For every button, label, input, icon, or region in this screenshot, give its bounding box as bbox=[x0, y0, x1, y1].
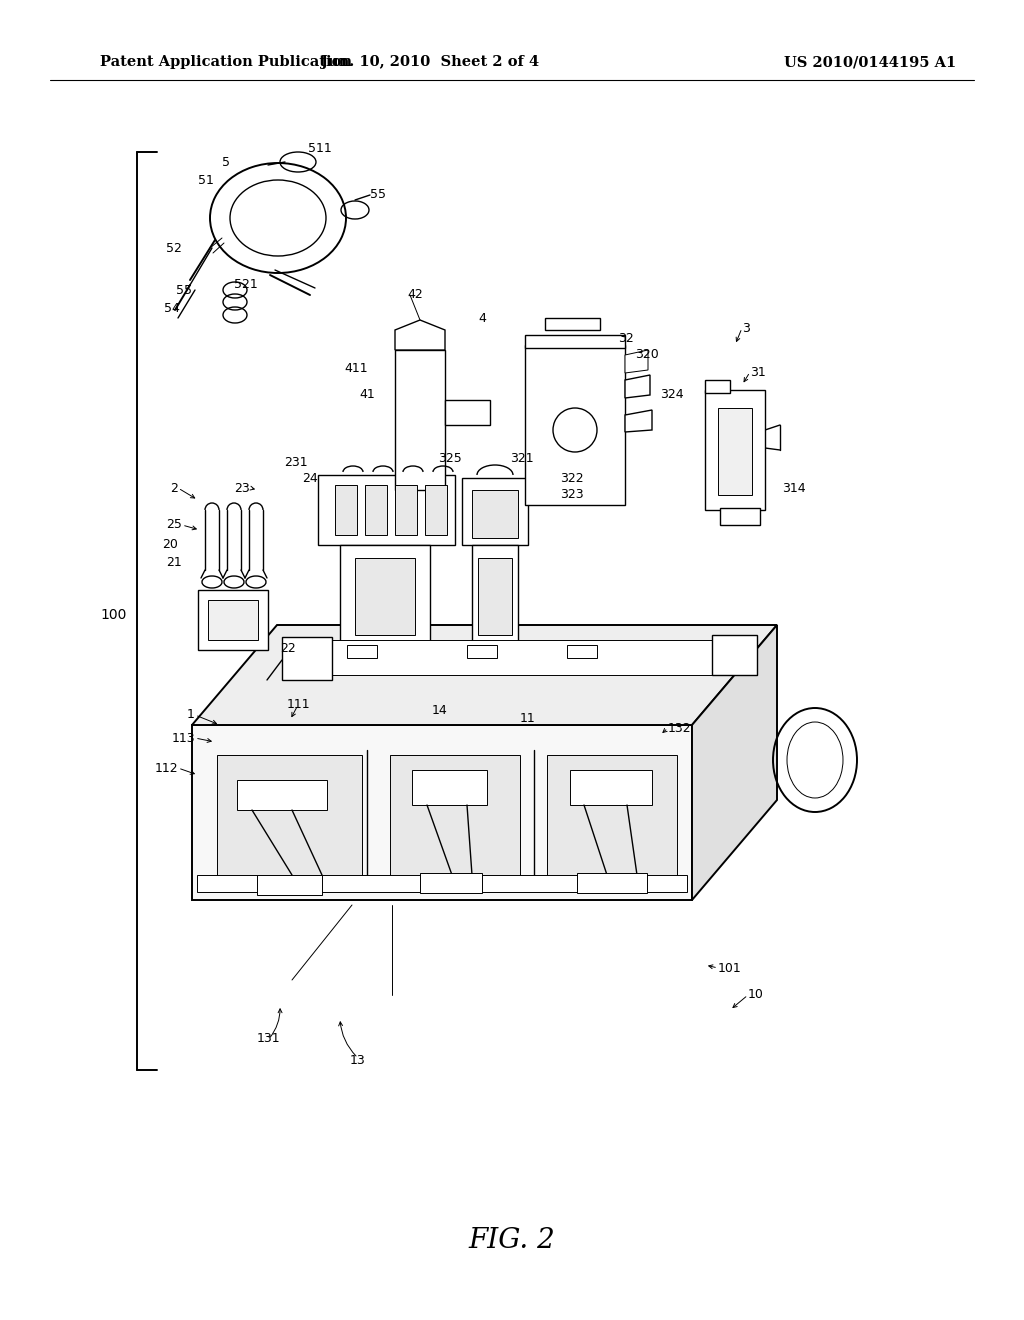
Text: 5: 5 bbox=[222, 156, 230, 169]
Polygon shape bbox=[712, 635, 757, 675]
Text: 21: 21 bbox=[166, 556, 182, 569]
Text: 111: 111 bbox=[286, 698, 310, 711]
Text: 13: 13 bbox=[350, 1053, 366, 1067]
Polygon shape bbox=[198, 590, 268, 649]
Text: 314: 314 bbox=[782, 482, 806, 495]
Text: 321: 321 bbox=[510, 451, 534, 465]
Text: Patent Application Publication: Patent Application Publication bbox=[100, 55, 352, 69]
Text: Jun. 10, 2010  Sheet 2 of 4: Jun. 10, 2010 Sheet 2 of 4 bbox=[321, 55, 539, 69]
Text: 14: 14 bbox=[432, 704, 447, 717]
Text: 55: 55 bbox=[370, 189, 386, 202]
Polygon shape bbox=[577, 873, 647, 894]
Text: 324: 324 bbox=[660, 388, 684, 401]
Text: 112: 112 bbox=[155, 762, 178, 775]
Polygon shape bbox=[355, 558, 415, 635]
Polygon shape bbox=[462, 478, 528, 545]
Text: 10: 10 bbox=[748, 989, 764, 1002]
Polygon shape bbox=[718, 408, 752, 495]
Text: 323: 323 bbox=[560, 488, 584, 502]
Text: 25: 25 bbox=[166, 519, 182, 532]
Polygon shape bbox=[420, 873, 482, 894]
Polygon shape bbox=[478, 558, 512, 635]
Polygon shape bbox=[570, 770, 652, 805]
Text: 131: 131 bbox=[256, 1031, 280, 1044]
Text: 41: 41 bbox=[359, 388, 375, 401]
Text: 100: 100 bbox=[100, 609, 127, 622]
Text: 231: 231 bbox=[285, 455, 308, 469]
Polygon shape bbox=[567, 645, 597, 657]
Text: 511: 511 bbox=[308, 141, 332, 154]
Polygon shape bbox=[425, 484, 447, 535]
Text: US 2010/0144195 A1: US 2010/0144195 A1 bbox=[784, 55, 956, 69]
Polygon shape bbox=[217, 755, 362, 880]
Text: 101: 101 bbox=[718, 961, 741, 974]
Text: FIG. 2: FIG. 2 bbox=[469, 1226, 555, 1254]
Polygon shape bbox=[525, 345, 625, 506]
Polygon shape bbox=[545, 318, 600, 330]
Polygon shape bbox=[193, 624, 777, 725]
Text: 20: 20 bbox=[162, 539, 178, 552]
Text: 3: 3 bbox=[742, 322, 750, 334]
Polygon shape bbox=[625, 375, 650, 399]
Text: 113: 113 bbox=[171, 731, 195, 744]
Polygon shape bbox=[340, 545, 430, 645]
Polygon shape bbox=[395, 319, 445, 350]
Text: 54: 54 bbox=[164, 301, 180, 314]
Text: 31: 31 bbox=[750, 366, 766, 379]
Polygon shape bbox=[318, 475, 455, 545]
Text: 52: 52 bbox=[166, 242, 182, 255]
Text: 11: 11 bbox=[520, 711, 536, 725]
Text: 1: 1 bbox=[187, 709, 195, 722]
Polygon shape bbox=[467, 645, 497, 657]
Polygon shape bbox=[525, 335, 625, 348]
Text: 325: 325 bbox=[438, 451, 462, 465]
Text: 132: 132 bbox=[668, 722, 691, 734]
Text: 4: 4 bbox=[478, 312, 485, 325]
Polygon shape bbox=[705, 389, 765, 510]
Polygon shape bbox=[197, 875, 687, 892]
Text: 32: 32 bbox=[618, 331, 634, 345]
Text: 42: 42 bbox=[408, 289, 423, 301]
Polygon shape bbox=[472, 545, 518, 645]
Polygon shape bbox=[282, 638, 332, 680]
Polygon shape bbox=[257, 875, 322, 895]
Polygon shape bbox=[472, 490, 518, 539]
Polygon shape bbox=[390, 755, 520, 880]
Text: 320: 320 bbox=[635, 348, 658, 362]
Polygon shape bbox=[193, 725, 692, 900]
Text: 521: 521 bbox=[234, 279, 258, 292]
Text: 22: 22 bbox=[281, 642, 296, 655]
Text: 51: 51 bbox=[198, 173, 214, 186]
Polygon shape bbox=[208, 601, 258, 640]
Polygon shape bbox=[365, 484, 387, 535]
Text: 24: 24 bbox=[302, 471, 318, 484]
Text: 322: 322 bbox=[560, 471, 584, 484]
Polygon shape bbox=[395, 350, 445, 490]
Polygon shape bbox=[412, 770, 487, 805]
Polygon shape bbox=[287, 640, 757, 675]
Text: 55: 55 bbox=[176, 284, 193, 297]
Text: 411: 411 bbox=[344, 362, 368, 375]
Polygon shape bbox=[720, 508, 760, 525]
Polygon shape bbox=[547, 755, 677, 880]
Polygon shape bbox=[625, 411, 652, 432]
Polygon shape bbox=[237, 780, 327, 810]
Polygon shape bbox=[347, 645, 377, 657]
Polygon shape bbox=[692, 624, 777, 900]
Text: 2: 2 bbox=[170, 482, 178, 495]
Polygon shape bbox=[395, 484, 417, 535]
Polygon shape bbox=[445, 400, 490, 425]
Text: 23: 23 bbox=[234, 482, 250, 495]
Polygon shape bbox=[625, 350, 648, 374]
Polygon shape bbox=[705, 380, 730, 393]
Polygon shape bbox=[335, 484, 357, 535]
